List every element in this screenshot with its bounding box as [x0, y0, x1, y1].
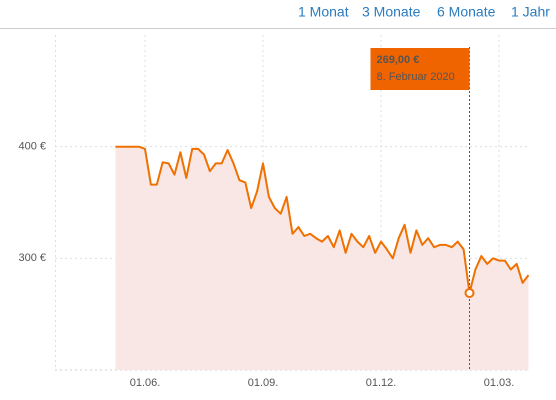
y-tick-label: 400 € — [18, 141, 46, 153]
x-tick-label: 01.03. — [484, 377, 515, 389]
x-tick-label: 01.09. — [248, 377, 279, 389]
x-tick-label: 01.06. — [130, 377, 161, 389]
area — [115, 146, 529, 370]
tooltip-date: 8. Februar 2020 — [377, 71, 455, 83]
range-button[interactable]: 1 Jahr — [511, 4, 550, 20]
highlight-point — [464, 287, 475, 298]
tooltip-value: 269,00 € — [377, 54, 420, 66]
range-button[interactable]: 3 Monate — [362, 4, 421, 20]
y-tick-label: 300 € — [18, 252, 46, 264]
tooltip-box — [370, 48, 470, 90]
range-button[interactable]: 1 Monat — [298, 4, 349, 20]
range-button[interactable]: 6 Monate — [437, 4, 496, 20]
price-line — [115, 145, 530, 294]
x-tick-label: 01.12. — [366, 377, 397, 389]
